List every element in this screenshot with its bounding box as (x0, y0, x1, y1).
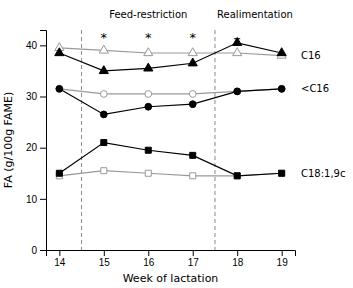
significance-star: * (189, 30, 196, 45)
x-tick-label: 15 (99, 257, 111, 268)
y-tick-mark (40, 97, 46, 98)
series-marker (145, 91, 152, 98)
series-marker (277, 48, 286, 56)
series-marker (100, 91, 107, 98)
series-marker (56, 85, 63, 92)
vertical-line (81, 30, 82, 250)
series-line (59, 89, 281, 115)
series-marker (56, 170, 62, 176)
series-marker (188, 48, 197, 56)
series-marker (279, 170, 285, 176)
plot-area: 141516171819010203040***Feed-restriction… (26, 9, 346, 268)
y-axis-line (40, 31, 47, 251)
y-tick: 30 (26, 91, 46, 102)
y-tick-label: 20 (26, 142, 38, 153)
y-tick-mark (40, 250, 46, 251)
x-tick-label: 14 (54, 257, 66, 268)
series-marker (101, 168, 107, 174)
x-axis-line (47, 251, 296, 257)
series-marker (55, 48, 64, 56)
x-tick-mark (148, 250, 149, 256)
y-tick: 20 (26, 142, 46, 153)
x-tick-label: 16 (143, 257, 155, 268)
series-marker (234, 88, 241, 95)
series-marker (278, 85, 285, 92)
y-tick-mark (40, 199, 46, 200)
y-tick-label: 0 (31, 245, 37, 256)
x-axis-title: Week of lactation (123, 272, 219, 285)
series-marker (190, 152, 196, 158)
marks (55, 30, 286, 250)
x-tick-mark (104, 250, 105, 256)
series-line (59, 143, 281, 176)
series-marker (279, 170, 285, 176)
chart: 141516171819010203040***Feed-restriction… (0, 0, 353, 288)
annotations: ***Feed-restrictionRealimentationC16<C16… (101, 9, 346, 179)
series-line (59, 48, 281, 56)
series-marker (234, 88, 241, 95)
series-marker (99, 66, 108, 74)
series-marker (144, 48, 153, 56)
vertical-line (214, 30, 215, 250)
series-marker (190, 173, 196, 179)
series-label: <C16 (301, 83, 329, 94)
x-tick-mark (193, 250, 194, 256)
x-tick-mark (237, 250, 238, 256)
series-marker (278, 85, 285, 92)
series-marker (145, 170, 151, 176)
x-tick-mark (282, 250, 283, 256)
series-marker (145, 147, 151, 153)
significance-star: * (145, 30, 152, 45)
x-tick: 15 (99, 250, 111, 268)
y-tick-label: 40 (26, 40, 38, 51)
series-marker (145, 103, 152, 110)
x-tick-label: 17 (188, 257, 200, 268)
x-tick: 18 (232, 250, 244, 268)
series-line (59, 43, 281, 71)
x-tick-mark (59, 250, 60, 256)
x-tick-label: 18 (232, 257, 244, 268)
x-axis: 14 15 16 17 18 19 (47, 250, 296, 268)
series-marker (234, 173, 240, 179)
y-tick: 40 (26, 40, 46, 51)
section-label: Feed-restriction (109, 9, 187, 20)
series-marker (189, 91, 196, 98)
y-tick-label: 10 (26, 194, 38, 205)
y-tick-label: 30 (26, 91, 38, 102)
x-tick: 16 (143, 250, 155, 268)
series-marker (234, 173, 240, 179)
series-marker (100, 111, 107, 118)
y-tick-mark (40, 45, 46, 46)
significance-star: * (101, 30, 108, 45)
series-marker (233, 38, 242, 46)
x-tick-label: 19 (277, 257, 289, 268)
series-marker (189, 101, 196, 108)
x-tick: 19 (277, 250, 289, 268)
series-marker (144, 63, 153, 71)
x-tick: 14 (54, 250, 66, 268)
y-tick: 10 (26, 194, 46, 205)
y-axis-title: FA (g/100g FAME) (2, 92, 15, 188)
y-tick-mark (40, 148, 46, 149)
section-label: Realimentation (217, 9, 293, 20)
series-marker (56, 85, 63, 92)
x-tick: 17 (188, 250, 200, 268)
series-label: C16 (301, 50, 321, 61)
series-line (59, 89, 281, 94)
series-label: C18:1,9c (301, 168, 345, 179)
y-axis: 0 10 20 30 40 (26, 31, 47, 256)
series-marker (188, 58, 197, 66)
y-tick: 0 (31, 245, 46, 256)
series-marker (99, 45, 108, 53)
series-marker (233, 48, 242, 56)
series-marker (101, 140, 107, 146)
